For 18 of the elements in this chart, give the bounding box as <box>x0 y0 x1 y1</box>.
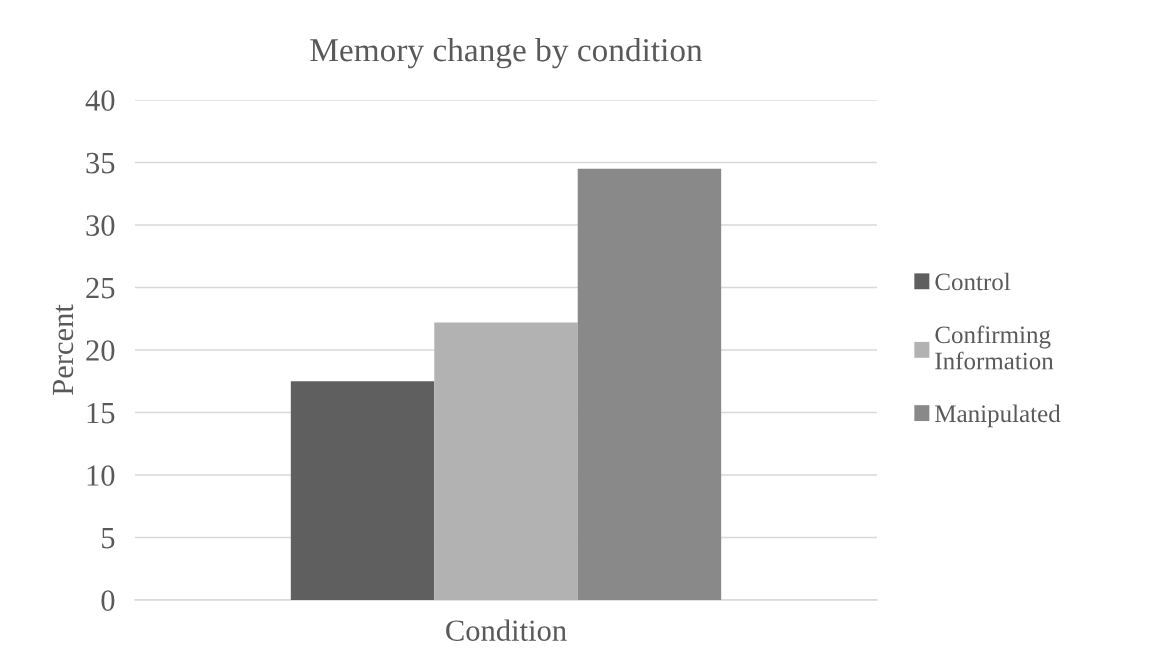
bar <box>577 168 722 600</box>
legend-label: Control <box>935 272 1011 291</box>
legend-label: Confirming Information <box>935 325 1054 370</box>
y-tick-label: 0 <box>101 590 115 611</box>
y-tick-label: 20 <box>86 340 115 361</box>
chart-title: Memory change by condition <box>310 37 703 69</box>
y-axis-title: Percent <box>52 304 74 395</box>
y-tick-label: 40 <box>85 90 115 111</box>
y-tick-label: 5 <box>102 528 115 549</box>
y-tick-label: 35 <box>86 152 115 174</box>
legend-label: Manipulated <box>935 404 1061 428</box>
y-tick-label: 15 <box>87 402 115 424</box>
y-tick-label: 25 <box>86 277 115 299</box>
bar <box>290 381 435 600</box>
y-tick-label: 30 <box>86 215 115 236</box>
y-tick-label: 10 <box>87 465 115 486</box>
bar <box>434 322 578 600</box>
x-axis-title: Condition <box>446 619 567 641</box>
